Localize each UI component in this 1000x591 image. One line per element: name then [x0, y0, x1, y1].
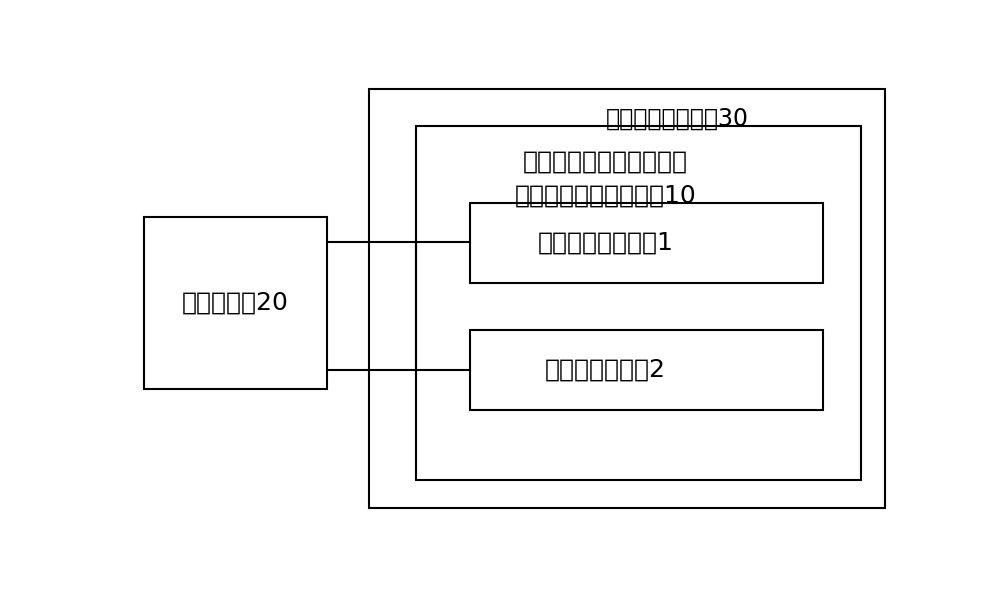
Bar — [470, 203, 822, 282]
Bar — [369, 89, 885, 508]
Text: 陀螺仪表头20: 陀螺仪表头20 — [182, 291, 288, 315]
Text: 合和电耦合的补偿装置10: 合和电耦合的补偿装置10 — [515, 184, 696, 208]
Bar — [470, 330, 822, 410]
Text: 正交耦合补偿模块1: 正交耦合补偿模块1 — [538, 230, 673, 255]
Text: 电耦合补偿模块2: 电耦合补偿模块2 — [545, 358, 666, 382]
Bar — [144, 216, 326, 389]
Text: 用于陀螺仪系统的正交耦: 用于陀螺仪系统的正交耦 — [523, 150, 688, 174]
Text: 陀螺仪传感器芯片30: 陀螺仪传感器芯片30 — [606, 107, 748, 131]
Bar — [416, 125, 861, 480]
